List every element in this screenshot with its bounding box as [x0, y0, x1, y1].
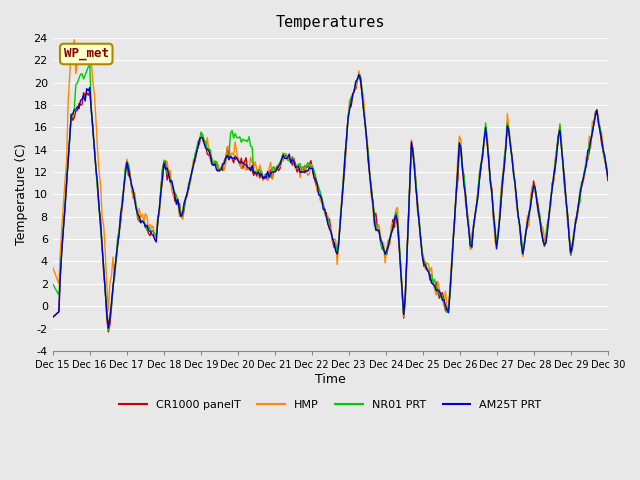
CR1000 panelT [244, 167, 252, 172]
CR1000 panelT [104, 329, 112, 335]
HMP [234, 157, 242, 163]
HMP [244, 164, 252, 170]
AM25T PRT [576, 191, 584, 197]
AM25T PRT [216, 167, 223, 173]
Y-axis label: Temperature (C): Temperature (C) [15, 144, 28, 245]
Line: CR1000 panelT: CR1000 panelT [52, 75, 608, 332]
CR1000 panelT [118, 202, 126, 208]
HMP [293, 162, 301, 168]
CR1000 panelT [293, 169, 301, 175]
NR01 PRT [49, 281, 56, 287]
NR01 PRT [294, 163, 302, 168]
AM25T PRT [234, 158, 242, 164]
Text: WP_met: WP_met [64, 48, 109, 60]
AM25T PRT [118, 202, 126, 208]
NR01 PRT [604, 171, 612, 177]
CR1000 panelT [234, 156, 242, 161]
X-axis label: Time: Time [315, 372, 346, 385]
NR01 PRT [218, 164, 225, 170]
HMP [576, 186, 584, 192]
NR01 PRT [576, 200, 584, 205]
HMP [118, 194, 126, 200]
NR01 PRT [86, 62, 93, 68]
CR1000 panelT [604, 178, 612, 183]
Line: HMP: HMP [52, 40, 608, 316]
HMP [400, 313, 408, 319]
AM25T PRT [355, 72, 363, 78]
Title: Temperatures: Temperatures [275, 15, 385, 30]
Legend: CR1000 panelT, HMP, NR01 PRT, AM25T PRT: CR1000 panelT, HMP, NR01 PRT, AM25T PRT [115, 395, 546, 414]
AM25T PRT [104, 325, 112, 331]
AM25T PRT [604, 173, 612, 179]
Line: AM25T PRT: AM25T PRT [52, 75, 608, 328]
Line: NR01 PRT: NR01 PRT [52, 65, 608, 330]
HMP [49, 264, 56, 270]
NR01 PRT [120, 184, 127, 190]
CR1000 panelT [576, 192, 584, 198]
CR1000 panelT [355, 72, 363, 78]
HMP [604, 173, 612, 179]
HMP [70, 37, 78, 43]
AM25T PRT [49, 314, 56, 320]
CR1000 panelT [216, 168, 223, 173]
HMP [216, 168, 223, 174]
AM25T PRT [293, 164, 301, 170]
NR01 PRT [245, 134, 253, 140]
CR1000 panelT [49, 314, 56, 320]
AM25T PRT [244, 165, 252, 170]
NR01 PRT [104, 327, 112, 333]
NR01 PRT [236, 134, 244, 140]
